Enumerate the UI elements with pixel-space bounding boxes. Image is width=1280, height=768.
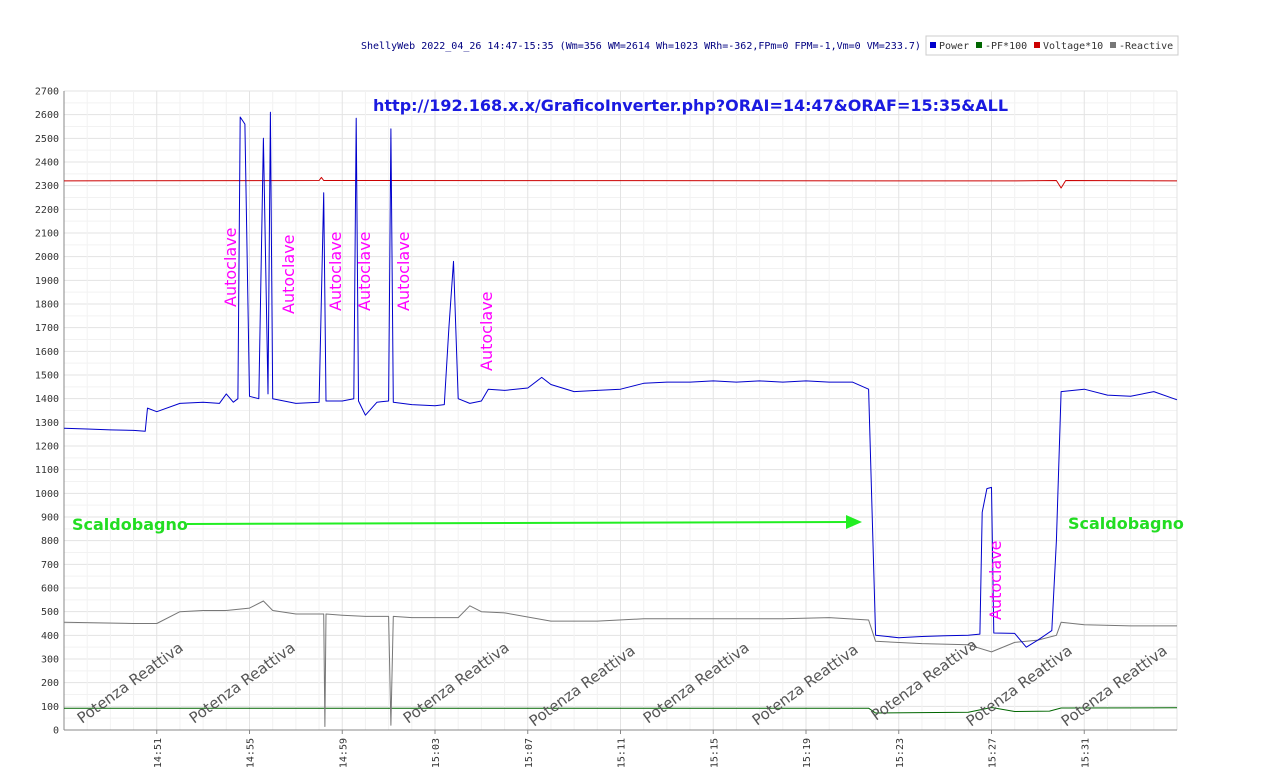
legend: Power -PF*100 Voltage*10 -Reactive: [925, 35, 1179, 56]
series-line-reactive: [63, 600, 1177, 727]
y-tick-label: 2700: [35, 87, 59, 98]
x-tick-label: 15:27: [988, 738, 999, 768]
y-tick-label: 400: [41, 631, 59, 642]
x-tick-label: 15:31: [1080, 738, 1091, 768]
legend-label-reactive: -Reactive: [1119, 41, 1173, 52]
y-tick-label: 900: [41, 513, 59, 524]
y-tick-label: 0: [53, 726, 59, 737]
y-tick-label: 700: [41, 560, 59, 571]
legend-swatch-reactive: [1110, 42, 1116, 48]
autoclave-label: Autoclave: [986, 540, 1005, 620]
y-tick-label: 1200: [35, 442, 59, 453]
series-line-voltage10: [63, 176, 1178, 189]
x-tick-label: 14:55: [246, 738, 257, 768]
legend-label-power: Power: [939, 41, 969, 52]
autoclave-label: Autoclave: [279, 234, 298, 314]
scaldobagno-label: Scaldobagno: [72, 515, 188, 534]
y-tick-label: 1900: [35, 276, 59, 287]
series-line-power: [63, 111, 1178, 648]
legend-label-voltage: Voltage*10: [1043, 41, 1103, 52]
x-tick-label: 14:51: [153, 738, 164, 768]
scaldobagno-arrow: [186, 521, 851, 525]
x-tick-label: 15:23: [895, 738, 906, 768]
y-tick-label: 300: [41, 655, 59, 666]
scaldobagno-label: Scaldobagno: [1068, 514, 1184, 533]
y-tick-label: 2600: [35, 110, 59, 121]
y-tick-label: 2300: [35, 181, 59, 192]
autoclave-label: Autoclave: [355, 231, 374, 311]
y-tick-label: 500: [41, 607, 59, 618]
series: [63, 111, 1178, 727]
y-tick-label: 600: [41, 584, 59, 595]
legend-swatch-voltage: [1034, 42, 1040, 48]
y-tick-label: 1600: [35, 347, 59, 358]
y-tick-label: 1800: [35, 300, 59, 311]
legend-swatch-pf: [976, 42, 982, 48]
x-tick-label: 15:11: [617, 738, 628, 768]
x-tick-label: 15:07: [524, 738, 535, 768]
series-line-pf100: [64, 707, 1178, 714]
y-tick-label: 2500: [35, 134, 59, 145]
legend-swatch-power: [930, 42, 936, 48]
url-annotation: http://192.168.x.x/GraficoInverter.php?O…: [373, 96, 1008, 115]
y-tick-label: 2000: [35, 252, 59, 263]
legend-box: [925, 35, 1179, 56]
scaldobagno-arrowhead: [846, 515, 862, 529]
autoclave-label: Autoclave: [326, 231, 345, 311]
grid: [63, 90, 1178, 731]
y-tick-label: 200: [41, 678, 59, 689]
y-tick-label: 2100: [35, 229, 59, 240]
y-tick-label: 1300: [35, 418, 59, 429]
y-tick-label: 1000: [35, 489, 59, 500]
y-tick-label: 2400: [35, 158, 59, 169]
x-tick-label: 15:19: [802, 738, 813, 768]
x-tick-label: 15:03: [431, 738, 442, 768]
y-tick-label: 800: [41, 536, 59, 547]
axes: 0 100 200 300 400 500 600 700 800 900 1000 1100 1200…: [35, 87, 1177, 768]
autoclave-label: Autoclave: [221, 227, 240, 307]
y-tick-label: 100: [41, 702, 59, 713]
y-tick-label: 1700: [35, 323, 59, 334]
y-tick-label: 2200: [35, 205, 59, 216]
autoclave-label: Autoclave: [394, 231, 413, 311]
chart-header: ShellyWeb 2022_04_26 14:47-15:35 (Wm=356…: [361, 41, 921, 52]
y-tick-label: 1400: [35, 394, 59, 405]
x-tick-label: 14:59: [338, 738, 349, 768]
x-tick-label: 15:15: [709, 738, 720, 768]
legend-label-pf: -PF*100: [985, 41, 1027, 52]
autoclave-label: Autoclave: [477, 291, 496, 371]
y-tick-label: 1500: [35, 371, 59, 382]
y-tick-label: 1100: [35, 465, 59, 476]
